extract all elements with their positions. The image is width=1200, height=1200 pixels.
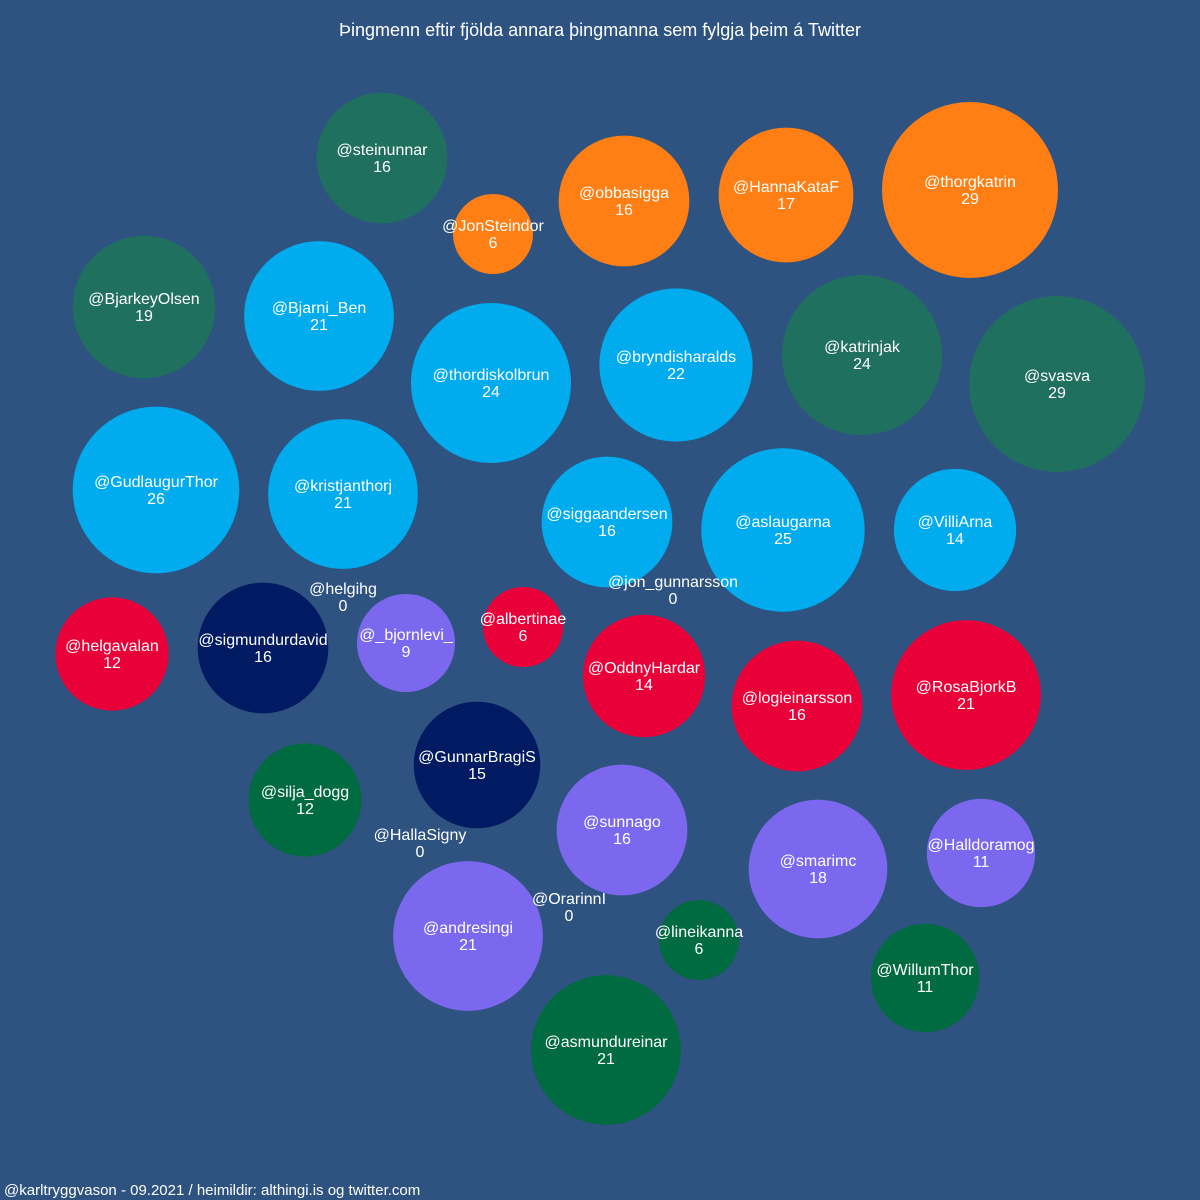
bubble-label-kristjanthorj: @kristjanthorj 21: [294, 478, 392, 512]
bubble-label-aslaugarna: @aslaugarna 25: [735, 514, 831, 548]
bubble-label-asmundureinar: @asmundureinar 21: [545, 1034, 669, 1068]
bubble-bjarkeyolsen: [72, 235, 216, 379]
bubble-label-sunnago: @sunnago 16: [583, 814, 661, 848]
bubble-hannakataf: [718, 127, 854, 263]
bubble-label-bjornlevi: @_bjornlevi_ 9: [359, 627, 454, 661]
bubble-label-hannakataf: @HannaKataF 17: [733, 179, 839, 213]
bubble-label-willumthor: @WillumThor 11: [876, 962, 974, 996]
bubble-label-smarimc: @smarimc 18: [780, 853, 857, 887]
bubble-label-jonsteindor: @JonSteindor 6: [442, 218, 544, 252]
bubble-label-steinunnar: @steinunnar 16: [337, 142, 429, 176]
bubble-label-rosabjorkb: @RosaBjorkB 21: [916, 679, 1017, 713]
bubble-label-siggaandersen: @siggaandersen 16: [546, 506, 667, 540]
bubble-label-logieinarsson: @logieinarsson 16: [742, 690, 853, 724]
bubble-label-thorgkatrin: @thorgkatrin 29: [924, 174, 1016, 208]
bubble-label-gunnarbragis: @GunnarBragiS 15: [418, 749, 536, 783]
bubble-jonsteindor: [452, 193, 534, 275]
bubble-gunnarbragis: [413, 701, 541, 829]
bubble-bjornlevi: [356, 593, 456, 693]
bubble-villiarna: [893, 468, 1017, 592]
bubble-label-svasva: @svasva 29: [1024, 368, 1090, 402]
bubble-label-obbasigga: @obbasigga 16: [579, 185, 669, 219]
bubble-label-helgihg: @helgihg 0: [309, 581, 377, 615]
bubble-obbasigga: [558, 135, 690, 267]
bubble-label-oddnyhardar: @OddnyHardar 14: [588, 660, 701, 694]
bubble-asmundureinar: [531, 975, 681, 1125]
bubble-willumthor: [870, 923, 980, 1033]
bubble-kristjanthorj: [268, 419, 418, 569]
bubble-sunnago: [556, 764, 688, 896]
bubble-label-silja-dogg: @silja_dogg 12: [261, 784, 349, 818]
bubble-label-hallasigny: @HallaSigny 0: [374, 827, 467, 861]
bubble-label-bjarkeyolsen: @BjarkeyOlsen 19: [88, 291, 199, 325]
bubble-gudlaugurthor: [72, 406, 240, 574]
bubble-label-katrinjak: @katrinjak 24: [824, 339, 901, 373]
bubble-thorgkatrin: [882, 102, 1058, 278]
bubble-label-lineikanna: @lineikanna 6: [655, 924, 743, 958]
bubble-svasva: [969, 296, 1145, 472]
bubble-rosabjorkb: [891, 620, 1041, 770]
bubble-label-andresingi: @andresingi 21: [423, 920, 513, 954]
chart-title: Þingmenn eftir fjölda annara þingmanna s…: [339, 20, 861, 40]
bubble-label-albertinae: @albertinae 6: [480, 611, 567, 645]
bubble-label-thordiskolbrun: @thordiskolbrun 24: [433, 367, 550, 401]
bubble-sigmundurdavid: [197, 582, 329, 714]
bubble-label-halldoramog: @Halldoramog 11: [928, 837, 1035, 871]
chart-footer: @karltryggvason - 09.2021 / heimildir: a…: [4, 1182, 421, 1199]
bubble-bryndisharalds: [599, 288, 753, 442]
bubble-steinunnar: [316, 92, 448, 224]
bubble-logieinarsson: [731, 640, 863, 772]
bubble-label-orarinni: @OrarinnI 0: [532, 891, 606, 925]
bubble-label-helgavalan: @helgavalan 12: [65, 638, 159, 672]
bubble-label-villiarna: @VilliArna 14: [918, 514, 993, 548]
bubble-lineikanna: [658, 899, 740, 981]
bubble-albertinae: [482, 586, 564, 668]
bubble-katrinjak: [781, 274, 943, 436]
bubble-aslaugarna: [701, 448, 865, 612]
bubble-bjarni-ben: [244, 241, 394, 391]
bubble-label-gudlaugurthor: @GudlaugurThor 26: [94, 474, 219, 508]
bubble-oddnyhardar: [582, 614, 706, 738]
bubble-andresingi: [393, 861, 543, 1011]
bubble-siggaandersen: [541, 456, 673, 588]
bubble-label-bryndisharalds: @bryndisharalds 22: [616, 349, 736, 383]
bubble-silja-dogg: [248, 743, 362, 857]
bubble-label-bjarni-ben: @Bjarni_Ben 21: [272, 300, 367, 334]
bubble-helgavalan: [55, 597, 169, 711]
bubble-label-sigmundurdavid: @sigmundurdavid 16: [198, 632, 327, 666]
bubble-halldoramog: [926, 798, 1036, 908]
bubble-thordiskolbrun: [410, 302, 572, 464]
bubble-smarimc: [748, 799, 888, 939]
bubble-label-jon-gunnarsson: @jon_gunnarsson 0: [608, 574, 738, 608]
